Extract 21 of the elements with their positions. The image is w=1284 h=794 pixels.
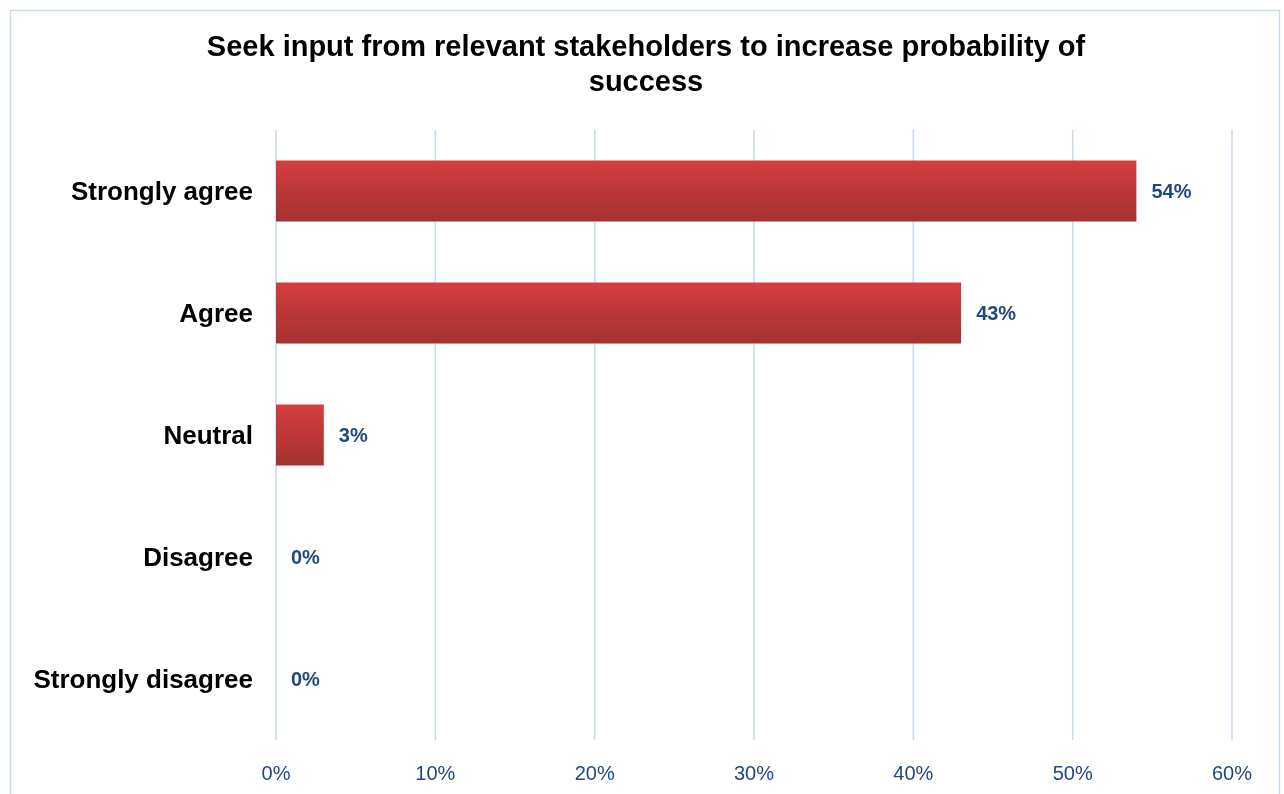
x-tick-label: 30% [733, 762, 775, 784]
y-tick-label: Agree [179, 298, 253, 329]
x-tick-label: 40% [893, 762, 934, 784]
chart-title: Seek input from relevant stakeholders to increase probability of success [206, 30, 1086, 97]
bar [276, 282, 962, 344]
y-tick-label: Disagree [143, 542, 253, 573]
bar [276, 404, 324, 466]
y-tick-label: Strongly agree [70, 176, 253, 207]
data-label: 0% [291, 668, 321, 690]
x-tick-label: 10% [415, 762, 456, 784]
x-tick-label: 50% [1052, 762, 1093, 784]
data-label: 3% [338, 424, 368, 446]
x-tick-label: 20% [574, 762, 615, 784]
bar [276, 160, 1137, 222]
data-label: 0% [291, 546, 321, 568]
x-tick-label: 60% [1211, 762, 1253, 784]
x-tick-label: 0% [261, 762, 291, 784]
y-tick-label: Neutral [163, 420, 253, 451]
data-label: 54% [1151, 180, 1192, 202]
y-tick-label: Strongly disagree [33, 664, 253, 695]
data-label: 43% [976, 302, 1017, 324]
